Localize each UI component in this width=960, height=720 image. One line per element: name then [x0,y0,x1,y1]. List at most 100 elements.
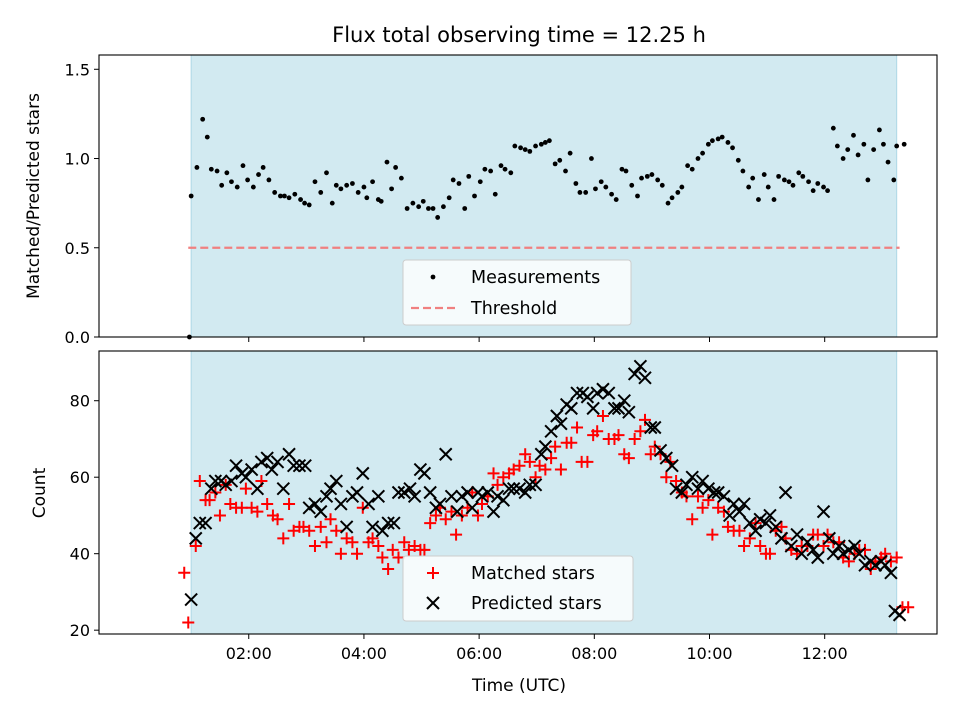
predicted-star-point [350,485,364,500]
predicted-star-point [590,386,604,400]
matched-star-point [239,482,252,495]
measurement-point [456,181,462,186]
predicted-star-point [356,466,370,481]
matched-star-point [346,536,359,549]
matched-star-point [330,524,343,537]
measurement-point [675,190,681,195]
predicted-star-point [502,481,516,496]
measurement-point [204,134,210,140]
measurement-point [871,147,877,152]
measurement-point [705,141,711,147]
measurement-point [533,143,538,149]
matched-star-point [324,513,337,526]
measurement-point [472,193,477,199]
predicted-star-point [759,516,773,530]
predicted-star-point [490,489,505,504]
predicted-star-point [685,470,699,484]
measurement-point [781,177,787,183]
legend-measurements-marker [430,274,436,280]
predicted-star-point [892,608,907,622]
measurement-point [446,195,452,201]
measurement-point [404,206,410,211]
legend-predicted-label: Predicted stars [471,594,602,614]
measurement-point [344,182,350,188]
matched-star-point [471,509,484,522]
predicted-star-point [653,443,668,458]
matched-star-point [351,547,364,560]
matched-star-point [203,494,216,507]
predicted-star-point [858,558,872,572]
matched-star-point [890,551,903,564]
predicted-star-point [208,474,223,488]
measurement-point [695,156,701,161]
measurement-point [234,184,240,190]
matched-star-point [743,532,756,545]
measurement-point [430,206,436,211]
measurement-point [420,198,426,204]
top-ytick-label: 0.5 [65,239,90,258]
predicted-star-point [184,592,198,607]
matched-star-point [638,413,651,426]
predicted-star-point [229,459,243,473]
measurement-point [389,186,394,192]
measurement-point [583,190,589,195]
chart-title: Flux total observing time = 12.25 h [332,23,706,47]
matched-star-point [702,494,715,507]
measurement-point [416,204,422,210]
predicted-star-point [717,489,731,504]
predicted-star-point [743,516,757,530]
measurement-point [891,177,897,183]
measurement-point [488,168,494,174]
predicted-star-point [239,470,253,484]
bottom-ytick-label: 40 [70,545,90,564]
bottom-ytick-label: 20 [70,621,90,640]
matched-star-point [487,467,500,480]
matched-star-point [549,440,562,453]
matched-star-point [439,513,452,526]
measurement-point [435,215,441,220]
measurement-point [750,175,756,181]
measurement-point [865,177,871,183]
predicted-star-point [375,524,390,538]
measurement-point [527,148,533,154]
predicted-star-point [244,462,259,477]
predicted-star-point [329,474,343,488]
predicted-star-point [544,424,558,439]
measurement-point [250,184,256,190]
measurement-point [546,138,552,144]
matched-star-point [670,475,683,488]
measurement-point [901,141,907,147]
measurement-points [187,116,907,340]
predicted-star-point [528,478,543,492]
matched-star-point [859,543,872,556]
predicted-star-point [691,481,705,496]
predicted-star-point [381,516,395,530]
predicted-star-point [679,478,694,492]
measurement-point [635,193,640,199]
measurement-point [765,184,771,190]
measurement-point [219,182,225,188]
predicted-star-point [806,543,820,557]
measurement-point [364,195,370,201]
matched-star-point [320,536,333,549]
measurement-point [312,179,318,185]
matched-star-point [382,562,395,575]
measurement-point [735,157,741,163]
predicted-star-point [611,401,626,416]
measurement-point [861,141,867,147]
measurement-point [655,177,661,183]
measurement-point [810,188,816,194]
matched-star-point [539,463,552,476]
matched-star-point [193,475,206,488]
matched-star-point [696,501,709,514]
predicted-star-point [292,459,307,473]
predicted-star-point [265,462,279,477]
measurement-point [800,173,806,179]
predicted-star-point [617,394,631,408]
matched-star-point [591,425,604,438]
matched-star-point [733,524,746,537]
predicted-star-point [365,520,380,534]
top-x-ticks [248,337,826,342]
matched-star-point [392,551,405,564]
bottom-xtick-label: 12:00 [802,644,848,663]
